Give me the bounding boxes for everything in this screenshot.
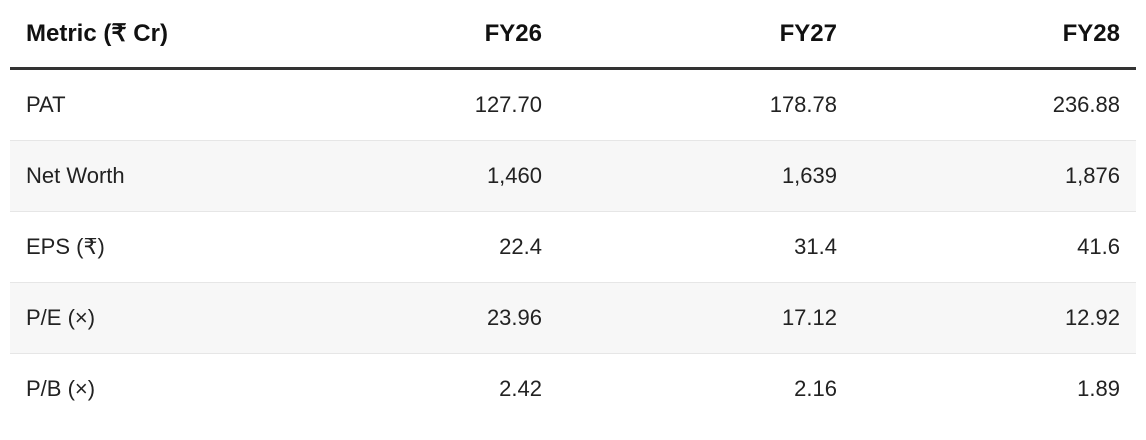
metric-value: 1,460 <box>300 140 558 212</box>
metric-name: EPS (₹) <box>10 211 300 283</box>
metric-value: 1,876 <box>853 140 1136 212</box>
metric-value: 17.12 <box>558 282 853 354</box>
metric-value: 41.6 <box>853 211 1136 283</box>
table-body: PAT 127.70 178.78 236.88 Net Worth 1,460 1,639… <box>10 68 1136 425</box>
table-row: PAT 127.70 178.78 236.88 <box>10 68 1136 141</box>
table-row: Net Worth 1,460 1,639 1,876 <box>10 140 1136 212</box>
table-row: P/E (×) 23.96 17.12 12.92 <box>10 282 1136 354</box>
metric-value: 23.96 <box>300 282 558 354</box>
metric-value: 1.89 <box>1077 376 1120 401</box>
table-header: Metric (₹ Cr) FY26 FY27 FY28 <box>10 0 1136 70</box>
metric-value: 22.4 <box>300 211 558 283</box>
financials-table: Metric (₹ Cr) FY26 FY27 FY28 PAT 127.70 178.7… <box>10 0 1136 424</box>
table-row: EPS (₹) 22.4 31.4 41.6 <box>10 211 1136 283</box>
metric-value: 236.88 <box>853 68 1136 141</box>
year-header: FY28 <box>853 0 1136 70</box>
metric-value: 2.16 <box>794 376 837 401</box>
metric-value: 12.92 <box>853 282 1136 354</box>
year-header: FY26 <box>300 0 558 70</box>
metric-header: Metric (₹ Cr) <box>10 0 300 70</box>
metric-value: 1,639 <box>558 140 853 212</box>
metric-name: Net Worth <box>10 140 300 212</box>
metric-name: P/B (×) <box>26 376 96 401</box>
table-row: P/B (×) 2.42 2.16 1.89 <box>10 354 1136 425</box>
metric-value: 31.4 <box>558 211 853 283</box>
metric-name: PAT <box>10 68 300 141</box>
metric-value: 127.70 <box>300 68 558 141</box>
metric-name: P/E (×) <box>10 282 300 354</box>
metric-value: 178.78 <box>558 68 853 141</box>
metric-value: 2.42 <box>499 376 542 401</box>
year-header: FY27 <box>558 0 853 70</box>
header-row: Metric (₹ Cr) FY26 FY27 FY28 <box>10 0 1136 70</box>
